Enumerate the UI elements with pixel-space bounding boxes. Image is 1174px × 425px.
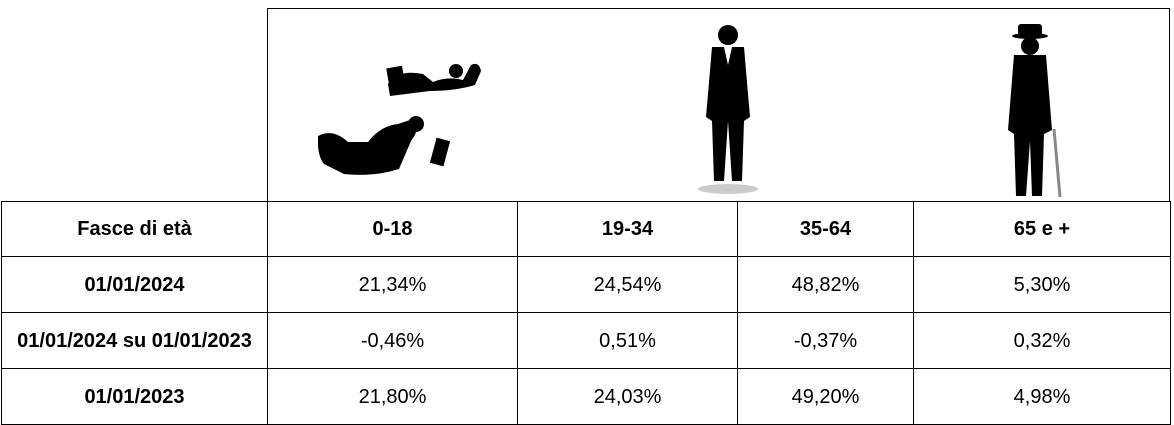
data-cell: 21,80% — [268, 369, 518, 425]
header-cell: 65 e + — [914, 202, 1171, 257]
header-cell: Fasce di età — [2, 202, 268, 257]
data-cell: 24,03% — [518, 369, 738, 425]
row-label: 01/01/2024 su 01/01/2023 — [2, 313, 268, 369]
children-icon — [318, 64, 481, 175]
data-cell: 21,34% — [268, 257, 518, 313]
data-cell: 48,82% — [738, 257, 914, 313]
page: Fasce di età0-1819-3435-6465 e +01/01/20… — [0, 0, 1174, 425]
adult-icon — [698, 25, 758, 194]
data-row: 01/01/2024 su 01/01/2023-0,46%0,51%-0,37… — [2, 313, 1171, 369]
data-cell: 49,20% — [738, 369, 914, 425]
data-cell: 24,54% — [518, 257, 738, 313]
elderly-icon — [1008, 24, 1060, 197]
data-cell: 0,51% — [518, 313, 738, 369]
header-cell: 0-18 — [268, 202, 518, 257]
header-cell: 35-64 — [738, 202, 914, 257]
data-cell: -0,37% — [738, 313, 914, 369]
data-cell: -0,46% — [268, 313, 518, 369]
data-cell: 0,32% — [914, 313, 1171, 369]
age-icons — [267, 8, 1170, 201]
row-label: 01/01/2023 — [2, 369, 268, 425]
data-cell: 5,30% — [914, 257, 1171, 313]
data-cell: 4,98% — [914, 369, 1171, 425]
row-label: 01/01/2024 — [2, 257, 268, 313]
header-cell: 19-34 — [518, 202, 738, 257]
